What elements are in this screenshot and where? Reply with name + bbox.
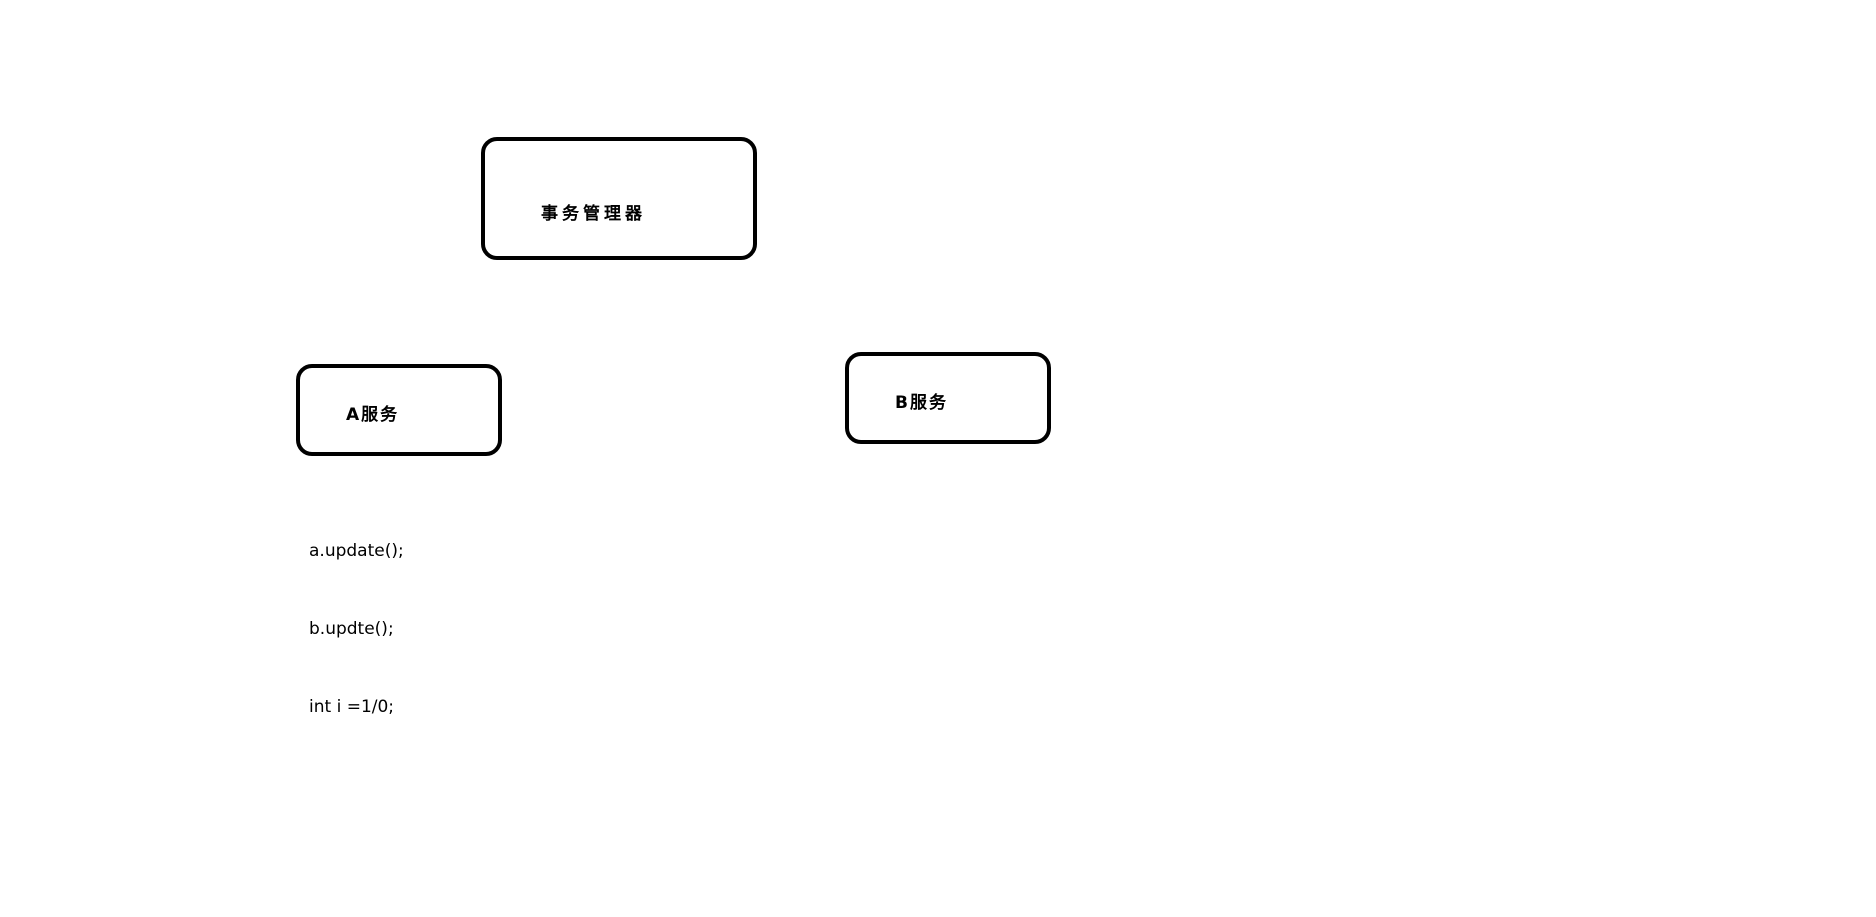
- service-a-node: A服务: [296, 364, 502, 456]
- code-line-update-a: a.update();: [309, 541, 404, 561]
- transaction-manager-label: 事务管理器: [541, 204, 646, 224]
- transaction-manager-node: 事务管理器: [481, 137, 757, 260]
- service-b-label: B服务: [895, 393, 948, 413]
- service-b-node: B服务: [845, 352, 1051, 444]
- code-line-update-b: b.updte();: [309, 619, 394, 639]
- service-a-code: a.update(); b.updte(); int i =1/0;: [309, 486, 404, 772]
- code-line-divide-by-zero: int i =1/0;: [309, 697, 395, 717]
- service-a-label: A服务: [346, 405, 400, 425]
